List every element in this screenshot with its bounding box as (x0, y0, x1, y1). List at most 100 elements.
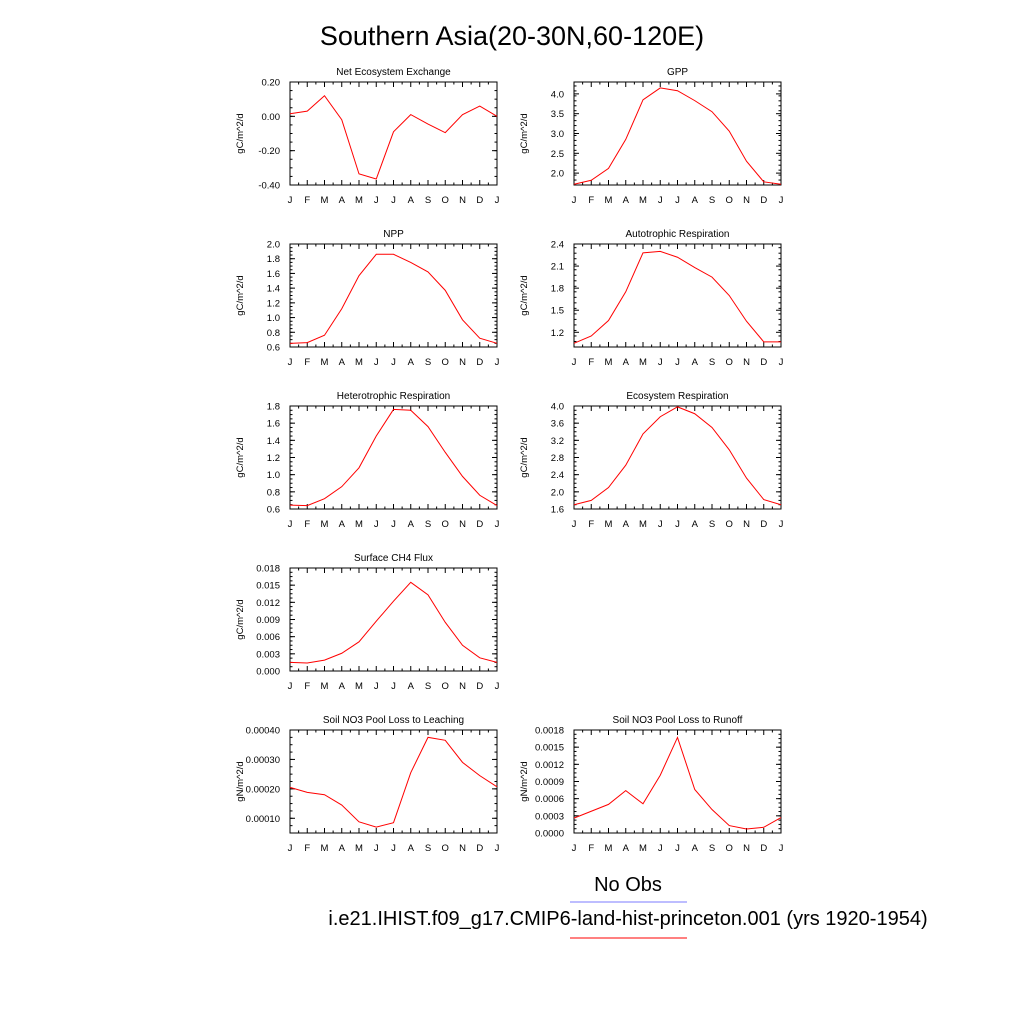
x-tick-label: N (459, 681, 466, 692)
y-tick-label: 1.0 (267, 470, 280, 481)
series-line-autotrophic-respiration (573, 250, 781, 344)
panel-title: NPP (383, 229, 404, 240)
x-tick-label: J (374, 843, 379, 854)
x-tick-label: J (675, 357, 680, 368)
y-tick-label: 0.00020 (246, 784, 280, 795)
y-tick-label: 1.6 (267, 419, 280, 430)
x-tick-label: O (442, 195, 449, 206)
x-tick-label: A (339, 519, 346, 530)
x-tick-label: J (391, 843, 396, 854)
y-tick-label: 1.4 (267, 436, 280, 447)
x-tick-label: D (476, 843, 483, 854)
x-tick-label: A (408, 195, 415, 206)
y-tick-label: 1.0 (267, 313, 280, 324)
x-tick-label: A (623, 843, 630, 854)
x-tick-label: O (726, 357, 733, 368)
x-tick-label: S (425, 681, 431, 692)
series-line-npp (289, 253, 498, 344)
plot-frame (289, 81, 498, 186)
y-tick-label: 0.003 (256, 649, 280, 660)
x-tick-label: J (572, 357, 577, 368)
plot-frame (289, 729, 498, 834)
y-tick-label: 1.2 (267, 298, 280, 309)
x-tick-label: D (476, 681, 483, 692)
x-tick-label: J (288, 843, 293, 854)
y-axis-label: gC/m^2/d (519, 437, 530, 477)
x-tick-label: M (639, 519, 647, 530)
x-tick-label: N (459, 519, 466, 530)
y-tick-label: 0.00030 (246, 755, 280, 766)
y-tick-label: 0.00010 (246, 814, 280, 825)
x-tick-label: A (339, 195, 346, 206)
y-tick-label: 2.8 (551, 453, 564, 464)
y-tick-label: 0.0000 (535, 829, 564, 840)
x-tick-label: J (495, 519, 500, 530)
x-tick-label: F (304, 519, 310, 530)
x-tick-label: M (355, 843, 363, 854)
x-tick-label: J (374, 681, 379, 692)
plot-frame (573, 243, 782, 348)
legend-label-model: i.e21.IHIST.f09_g17.CMIP6-land-hist-prin… (328, 908, 927, 930)
x-tick-label: N (743, 843, 750, 854)
y-tick-label: 1.8 (267, 254, 280, 265)
x-tick-label: F (304, 195, 310, 206)
x-tick-label: O (442, 843, 449, 854)
x-tick-label: F (588, 843, 594, 854)
x-tick-label: O (442, 681, 449, 692)
series-line-surface-ch4-flux (289, 581, 498, 664)
x-tick-label: J (658, 357, 663, 368)
x-tick-label: A (623, 519, 630, 530)
x-tick-label: J (495, 195, 500, 206)
x-tick-label: F (304, 843, 310, 854)
x-tick-label: J (779, 519, 784, 530)
x-tick-label: M (639, 843, 647, 854)
series-line-soil-no3-pool-loss-to-runoff (573, 736, 782, 830)
y-tick-label: 3.6 (551, 419, 564, 430)
y-tick-label: 0.8 (267, 487, 280, 498)
x-tick-label: J (675, 519, 680, 530)
y-tick-label: 1.8 (551, 284, 564, 295)
y-tick-label: 1.6 (267, 269, 280, 280)
y-tick-label: 0.0018 (535, 726, 564, 737)
x-tick-label: F (588, 357, 594, 368)
x-tick-label: A (339, 843, 346, 854)
y-tick-label: 2.4 (551, 240, 564, 251)
x-tick-label: S (425, 843, 431, 854)
x-tick-label: M (321, 519, 329, 530)
y-tick-label: 2.0 (267, 240, 280, 251)
y-tick-label: 2.4 (551, 470, 564, 481)
y-axis-label: gC/m^2/d (235, 599, 246, 639)
x-tick-label: S (425, 519, 431, 530)
x-tick-label: A (339, 357, 346, 368)
x-tick-label: J (658, 519, 663, 530)
x-tick-label: D (476, 519, 483, 530)
x-tick-label: A (408, 843, 415, 854)
x-tick-label: M (355, 519, 363, 530)
x-tick-label: N (743, 519, 750, 530)
x-tick-label: M (355, 357, 363, 368)
plot-frame (289, 243, 498, 348)
legend-label-obs: No Obs (594, 874, 662, 896)
x-tick-label: M (355, 195, 363, 206)
x-tick-label: O (726, 195, 733, 206)
x-tick-label: A (692, 843, 699, 854)
x-tick-label: N (743, 357, 750, 368)
x-tick-label: J (391, 357, 396, 368)
y-axis-label: gC/m^2/d (519, 275, 530, 315)
y-tick-label: 1.4 (267, 284, 280, 295)
y-tick-label: 1.6 (551, 505, 564, 516)
y-axis-label: gC/m^2/d (235, 437, 246, 477)
x-tick-label: M (639, 357, 647, 368)
x-tick-label: S (425, 357, 431, 368)
y-tick-label: 0.00 (262, 112, 281, 123)
x-tick-label: S (709, 843, 715, 854)
panel-title: Net Ecosystem Exchange (336, 67, 451, 78)
x-tick-label: D (760, 195, 767, 206)
y-tick-label: 1.2 (551, 328, 564, 339)
y-tick-label: -0.20 (258, 146, 280, 157)
x-tick-label: J (572, 519, 577, 530)
series-line-heterotrophic-respiration (289, 408, 498, 507)
